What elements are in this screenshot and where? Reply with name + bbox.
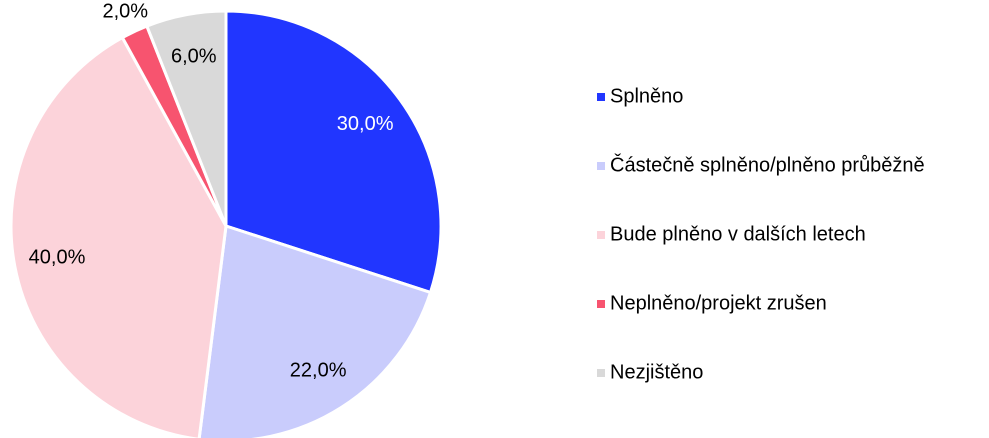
legend-label: Bude plněno v dalších letech — [610, 223, 866, 245]
data-label: 6,0% — [171, 45, 217, 67]
pie-slice — [224, 9, 443, 295]
legend-swatch — [597, 231, 605, 239]
legend-label: Částečně splněno/plněno průběžně — [610, 153, 925, 176]
legend-swatch — [597, 369, 605, 377]
data-label: 2,0% — [103, 0, 149, 22]
legend-label: Neplněno/projekt zrušen — [610, 292, 827, 314]
legend-swatch — [597, 93, 605, 101]
data-label: 22,0% — [290, 360, 347, 382]
pie-slice — [9, 35, 228, 438]
legend-swatch — [597, 300, 605, 308]
pie-slice — [197, 224, 433, 438]
data-label: 30,0% — [337, 113, 394, 135]
legend-swatch — [597, 162, 605, 170]
pie-slice — [144, 9, 228, 227]
data-label: 40,0% — [29, 247, 86, 269]
legend-label: Splněno — [610, 85, 683, 107]
legend-label: Nezjištěno — [610, 361, 703, 383]
